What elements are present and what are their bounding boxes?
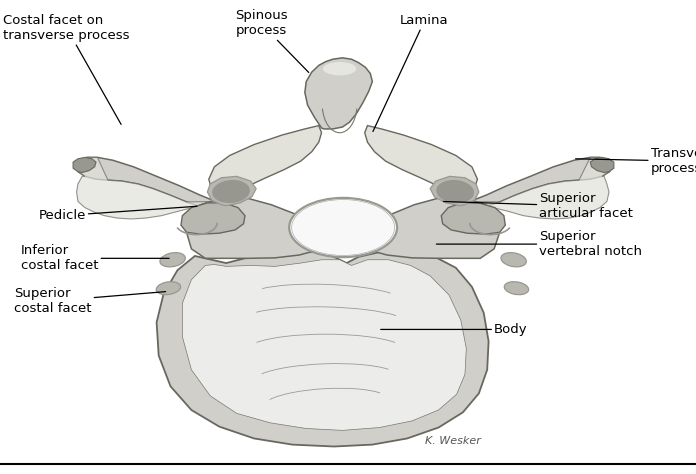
Polygon shape [470,157,612,219]
Text: Pedicle: Pedicle [38,206,197,222]
Ellipse shape [501,253,526,267]
Text: K. Wesker: K. Wesker [425,436,480,446]
Polygon shape [187,198,326,258]
Ellipse shape [292,200,395,255]
Polygon shape [305,58,372,129]
Polygon shape [590,157,614,173]
Ellipse shape [290,198,397,257]
Text: Spinous
process: Spinous process [235,9,309,73]
Text: Costal facet on
transverse process: Costal facet on transverse process [3,14,130,124]
Ellipse shape [436,180,474,203]
Polygon shape [181,203,245,234]
Ellipse shape [160,253,185,267]
Text: Lamina: Lamina [373,14,449,131]
Polygon shape [75,157,216,219]
Polygon shape [441,203,505,234]
Polygon shape [365,126,477,201]
Polygon shape [209,126,322,201]
Polygon shape [75,157,221,209]
Ellipse shape [323,62,356,75]
Polygon shape [73,157,96,173]
Polygon shape [463,157,612,209]
Ellipse shape [505,282,528,295]
Text: Inferior
costal facet: Inferior costal facet [21,244,169,273]
Text: Body: Body [381,323,528,336]
Text: Transverse
process: Transverse process [576,147,696,175]
Ellipse shape [212,180,250,203]
Polygon shape [157,252,489,447]
Polygon shape [430,176,479,206]
Polygon shape [207,176,256,206]
Text: Superior
articular facet: Superior articular facet [443,192,633,220]
Polygon shape [362,198,500,258]
Text: Superior
costal facet: Superior costal facet [14,287,166,315]
Polygon shape [182,260,466,430]
Ellipse shape [157,282,180,295]
Text: Superior
vertebral notch: Superior vertebral notch [436,230,642,258]
